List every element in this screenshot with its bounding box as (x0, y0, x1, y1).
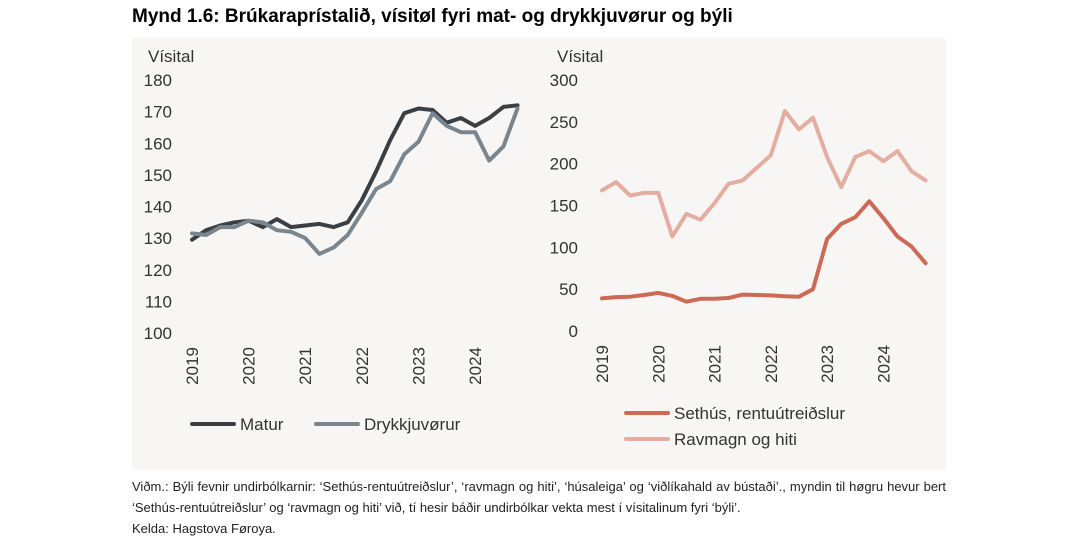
x-tick-label: 2022 (762, 345, 781, 383)
y-axis-label: Vísital (148, 47, 194, 66)
figure-title: Mynd 1.6: Brúkaraprístalið, vísitøl fyri… (132, 6, 733, 27)
y-tick-label: 120 (144, 261, 172, 280)
x-tick-label: 2024 (466, 347, 485, 385)
series-line (190, 103, 520, 242)
source-text: Kelda: Hagstova Føroya. (132, 521, 276, 536)
y-tick-label: 110 (145, 292, 172, 311)
chart-2: Vísital 0 50 100 150 200 250 300 2019 2020 2021 202… (550, 47, 928, 449)
x-tick-label: 2024 (874, 345, 893, 383)
y-tick-label: 150 (550, 197, 578, 216)
x-tick-label: 2021 (706, 345, 725, 383)
y-tick-label: 100 (144, 324, 172, 343)
x-tick-label: 2023 (409, 347, 428, 385)
y-tick-label: 100 (550, 238, 578, 257)
chart-1: Vísital 100 110 120 130 140 150 160 170 180 2019 20… (144, 47, 520, 434)
legend-label: Ravmagn og hiti (674, 430, 797, 449)
y-tick-label: 200 (550, 155, 578, 174)
y-tick-label: 140 (144, 198, 172, 217)
y-tick-label: 170 (144, 103, 172, 122)
x-tick-label: 2020 (649, 345, 668, 383)
y-tick-label: 300 (550, 71, 578, 90)
series-line (600, 199, 928, 304)
legend-label: Drykkjuvørur (364, 415, 461, 434)
x-tick-label: 2022 (353, 347, 372, 385)
y-tick-label: 130 (144, 229, 172, 248)
y-axis-label: Vísital (557, 47, 603, 66)
chart-panel: Vísital 100 110 120 130 140 150 160 170 180 2019 20… (132, 38, 946, 470)
note-text: Viðm.: Býli fevnir undirbólkarnir: ‘Seth… (132, 479, 946, 515)
x-tick-label: 2019 (593, 345, 612, 383)
y-tick-label: 150 (144, 166, 172, 185)
legend-label: Matur (240, 415, 284, 434)
legend-label: Sethús, rentuútreiðslur (674, 404, 845, 423)
x-tick-label: 2023 (818, 345, 837, 383)
figure-note: Viðm.: Býli fevnir undirbólkarnir: ‘Seth… (132, 476, 946, 539)
y-tick-label: 180 (144, 71, 172, 90)
x-tick-label: 2021 (296, 347, 315, 385)
y-tick-label: 160 (144, 134, 172, 153)
series-line (600, 109, 928, 239)
y-tick-label: 0 (569, 322, 578, 341)
charts-svg: Vísital 100 110 120 130 140 150 160 170 180 2019 20… (144, 47, 928, 449)
y-tick-label: 50 (559, 280, 578, 299)
y-tick-label: 250 (550, 113, 578, 132)
x-tick-label: 2020 (240, 347, 259, 385)
series-line (190, 106, 520, 256)
x-tick-label: 2019 (183, 347, 202, 385)
